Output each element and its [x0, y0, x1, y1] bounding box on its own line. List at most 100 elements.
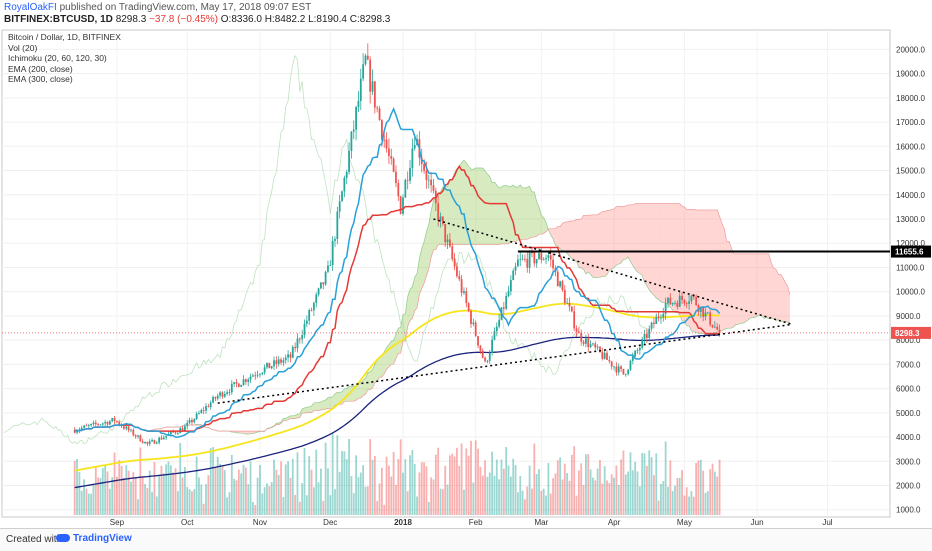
cloud-segment — [246, 431, 248, 434]
volume-bar — [449, 455, 451, 515]
volume-bar — [625, 474, 627, 515]
cloud-segment — [605, 211, 607, 277]
cloud-segment — [715, 210, 717, 332]
volume-bar — [177, 491, 179, 515]
legend-symbol[interactable]: Bitcoin / Dollar, 1D, BITFINEX — [8, 32, 121, 43]
legend-ema300[interactable]: EMA (300, close) — [8, 74, 121, 85]
candle-body — [107, 422, 109, 425]
volume-bar — [327, 468, 329, 515]
legend-ema200[interactable]: EMA (200, close) — [8, 64, 121, 75]
volume-bar — [287, 461, 289, 515]
candle-body — [719, 330, 721, 333]
cloud-segment — [511, 185, 513, 242]
cloud-segment — [668, 204, 670, 308]
candle-body — [254, 375, 256, 376]
candle-body — [686, 303, 688, 304]
cloud-segment — [358, 383, 360, 398]
candle-body — [161, 438, 163, 440]
candle-body — [245, 379, 247, 382]
cloud-segment — [415, 273, 417, 311]
volume-bar — [620, 459, 622, 515]
y-tick-label: 6000.0 — [896, 385, 921, 394]
candle-body — [376, 108, 378, 109]
candle-body — [559, 281, 561, 286]
candle-body — [660, 317, 662, 318]
cloud-segment — [666, 204, 668, 305]
candle-body — [444, 224, 446, 242]
candle-body — [165, 436, 167, 438]
cloud-segment — [525, 187, 527, 239]
volume-bar — [104, 466, 106, 515]
candle-body — [285, 358, 287, 361]
cloud-segment — [577, 219, 579, 267]
candle-body — [409, 168, 411, 181]
volume-bar — [630, 452, 632, 515]
candle-body — [146, 442, 148, 444]
volume-bar — [599, 460, 601, 515]
cloud-segment — [321, 401, 323, 410]
candle-body — [86, 426, 88, 427]
tradingview-icon — [56, 534, 70, 542]
volume-bar — [644, 453, 646, 515]
volume-bar — [611, 474, 613, 515]
cloud-segment — [290, 416, 292, 419]
volume-bar — [200, 485, 202, 515]
volume-bar — [456, 448, 458, 515]
candle-body — [655, 317, 657, 324]
candle-body — [709, 312, 711, 324]
price-chart[interactable]: 1000.02000.03000.04000.05000.06000.07000… — [0, 28, 932, 528]
volume-bar — [355, 455, 357, 515]
candle-body — [294, 347, 296, 348]
candle-body — [615, 366, 617, 372]
volume-bar — [365, 487, 367, 515]
y-tick-label: 16000.0 — [896, 142, 925, 151]
candle-body — [334, 239, 336, 241]
volume-bar — [158, 475, 160, 515]
candle-body — [320, 282, 322, 288]
candle-body — [423, 164, 425, 171]
volume-bar — [88, 494, 90, 515]
candle-body — [529, 252, 531, 267]
candle-body — [402, 198, 404, 214]
volume-bar — [238, 470, 240, 515]
volume-bar — [698, 460, 700, 515]
candle-body — [510, 280, 512, 291]
volume-bar — [447, 485, 449, 515]
volume-bar — [369, 439, 371, 515]
cloud-segment — [314, 403, 316, 411]
legend-volume[interactable]: Vol (20) — [8, 43, 121, 54]
cloud-segment — [389, 341, 391, 367]
candle-body — [564, 290, 566, 303]
published-text: published on TradingView.com, May 17, 20… — [60, 2, 312, 13]
candle-body — [341, 191, 343, 201]
author-link[interactable]: RoyalOakFI — [4, 2, 57, 13]
candle-body — [623, 369, 625, 374]
candle-body — [280, 359, 282, 362]
cloud-segment — [748, 254, 750, 320]
candle-body — [130, 430, 132, 431]
x-tick-label: Jul — [822, 518, 832, 527]
volume-bar — [524, 499, 526, 515]
last-price: 8298.3 — [116, 14, 147, 25]
volume-bar — [273, 460, 275, 515]
tradingview-logo[interactable]: TradingView — [56, 533, 132, 544]
volume-bar — [332, 433, 334, 515]
cloud-segment — [647, 204, 649, 290]
volume-bar — [313, 487, 315, 515]
candle-body — [189, 420, 191, 423]
candle-body — [566, 303, 568, 304]
candle-body — [266, 363, 268, 367]
symbol: BITFINEX:BTCUSD, 1D — [4, 14, 113, 25]
legend-ichimoku[interactable]: Ichimoku (20, 60, 120, 30) — [8, 53, 121, 64]
candle-body — [156, 443, 158, 444]
volume-bar — [151, 492, 153, 515]
volume-bar — [555, 473, 557, 515]
volume-bar — [292, 459, 294, 515]
cloud-segment — [776, 269, 778, 320]
candle-body — [212, 397, 214, 403]
volume-bar — [336, 435, 338, 515]
candle-body — [257, 375, 259, 376]
cloud-segment — [750, 254, 752, 318]
candle-body — [449, 239, 451, 246]
volume-bar — [203, 504, 205, 515]
